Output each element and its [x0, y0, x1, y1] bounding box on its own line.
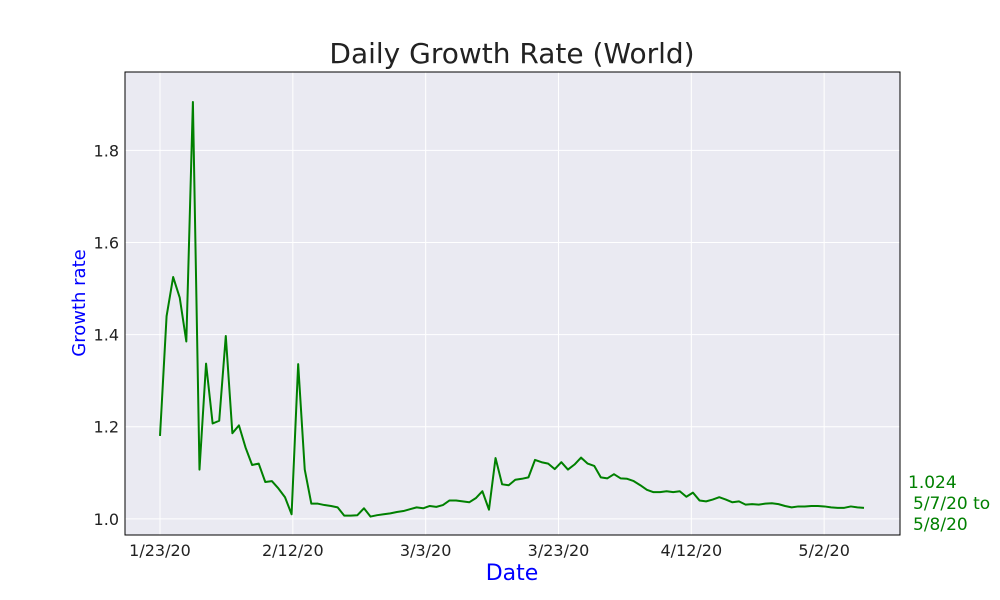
plot-frame — [124, 71, 901, 536]
chart-title: Daily Growth Rate (World) — [329, 37, 694, 70]
x-tick-label: 5/2/20 — [798, 541, 850, 560]
y-tick-label: 1.4 — [94, 326, 119, 345]
x-tick-label: 3/3/20 — [400, 541, 452, 560]
x-tick-labels: 1/23/20 2/12/20 3/3/20 3/23/20 4/12/20 5/2/20 — [129, 541, 850, 560]
y-gridlines — [125, 149, 900, 520]
annotation-date-end: 5/8/20 — [913, 515, 968, 535]
y-tick-labels: 1.0 1.2 1.4 1.6 1.8 — [94, 141, 119, 529]
y-tick-label: 1.6 — [94, 233, 119, 252]
annotation-value: 1.024 — [908, 473, 957, 493]
series-line-growth-rate — [159, 100, 865, 518]
y-tick-label: 1.2 — [94, 418, 119, 437]
y-tick-label: 1.0 — [94, 510, 119, 529]
y-tick-label: 1.8 — [94, 141, 119, 160]
x-gridlines — [159, 72, 825, 535]
x-tick-label: 2/12/20 — [262, 541, 324, 560]
x-tick-label: 1/23/20 — [129, 541, 191, 560]
x-axis-label: Date — [486, 561, 539, 586]
series-layer — [159, 100, 865, 518]
plot-area — [125, 72, 900, 535]
annotation-date-start: 5/7/20 to — [913, 494, 990, 514]
y-axis-label: Growth rate — [69, 249, 90, 356]
x-tick-label: 3/23/20 — [528, 541, 590, 560]
x-tick-label: 4/12/20 — [660, 541, 722, 560]
